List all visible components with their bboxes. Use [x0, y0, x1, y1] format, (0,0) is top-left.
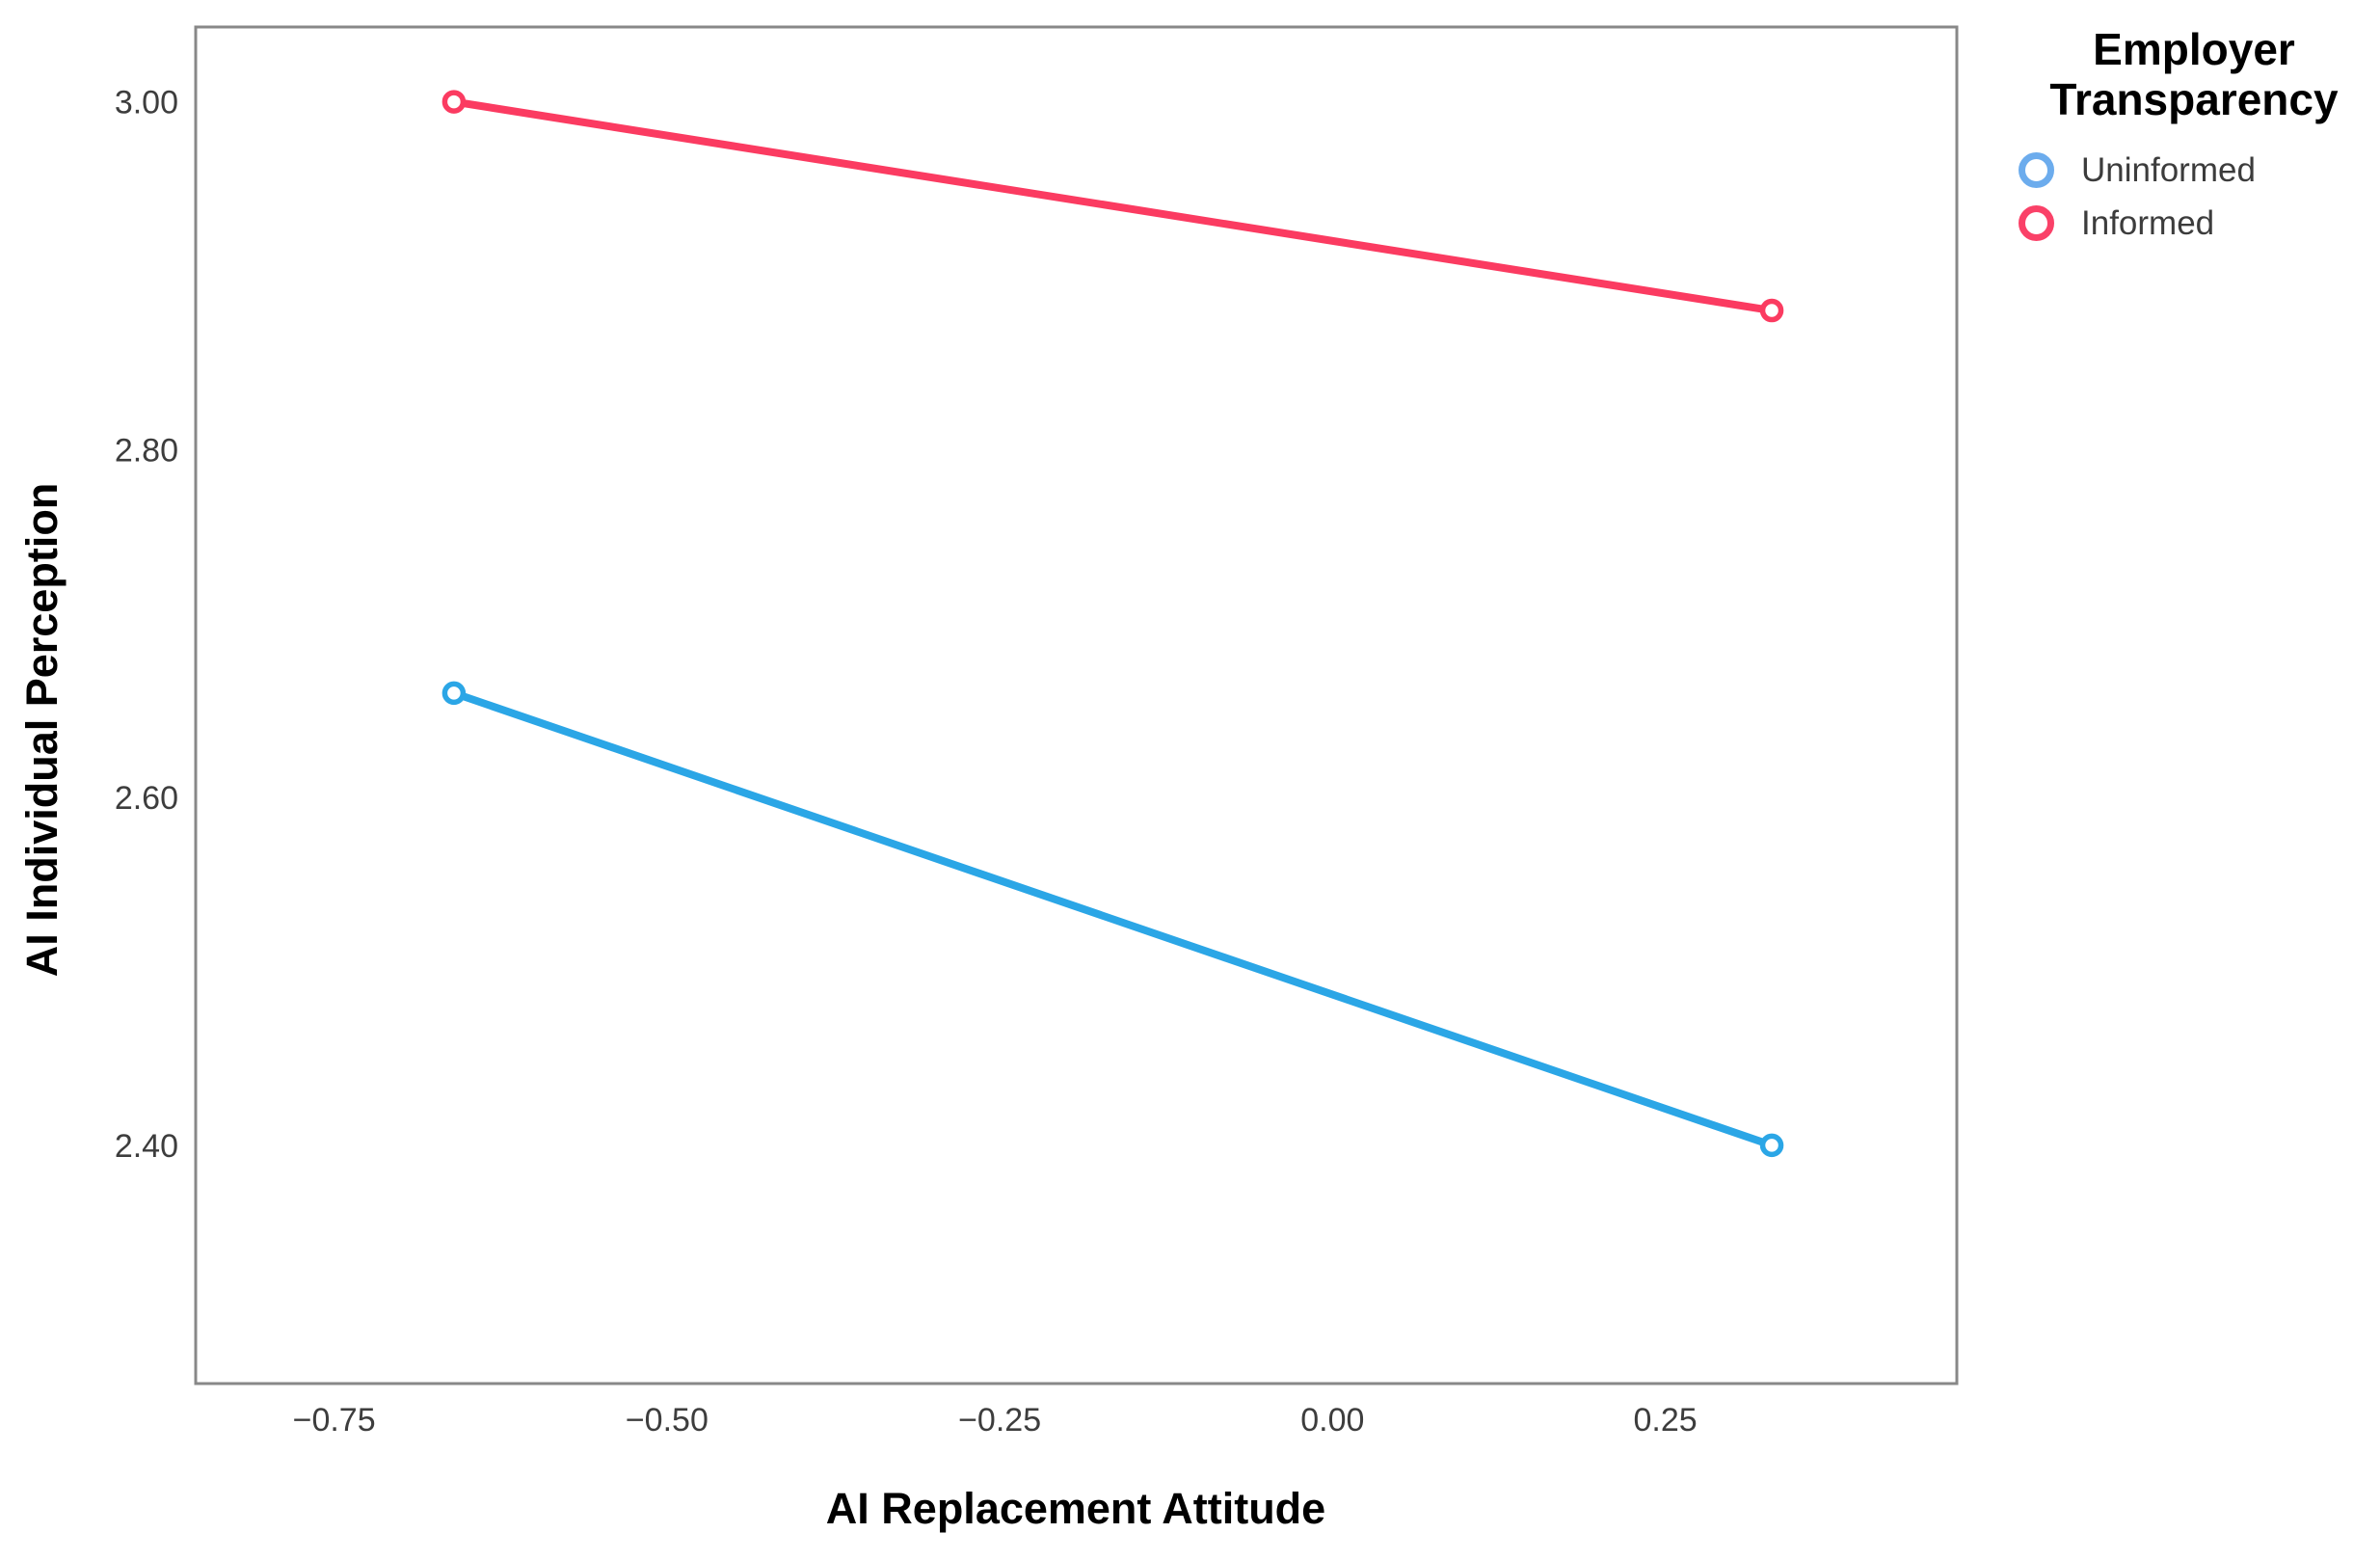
series-line-informed	[449, 97, 1777, 315]
uninformed-circle-icon	[2019, 152, 2054, 189]
plot-frame	[194, 25, 1959, 1385]
legend: Employer Transparency Uninformed Informe…	[2005, 24, 2380, 250]
legend-item-label: Informed	[2081, 203, 2215, 242]
series-line-uninformed	[449, 688, 1777, 1149]
data-point-informed	[441, 90, 467, 114]
legend-item-uninformed: Uninformed	[2019, 144, 2380, 197]
legend-title: Employer Transparency	[2049, 24, 2339, 124]
x-axis-title: AI Replacement Attitude	[825, 1484, 1326, 1533]
x-tick-label: −0.75	[293, 1402, 376, 1439]
y-tick-label: 3.00	[115, 85, 178, 121]
y-axis-title: AI Individual Perception	[17, 482, 67, 978]
x-tick-label: 0.00	[1300, 1402, 1364, 1439]
legend-item-label: Uninformed	[2081, 150, 2256, 189]
y-tick-label: 2.80	[115, 432, 178, 469]
x-tick-label: −0.25	[958, 1402, 1041, 1439]
y-tick-label: 2.40	[115, 1128, 178, 1165]
y-tick-label: 2.60	[115, 780, 178, 817]
legend-items: Uninformed Informed	[2005, 144, 2380, 250]
informed-circle-icon	[2019, 205, 2054, 242]
x-tick-label: 0.25	[1633, 1402, 1697, 1439]
data-point-informed	[1759, 298, 1784, 323]
data-point-uninformed	[1759, 1133, 1784, 1158]
legend-item-informed: Informed	[2019, 197, 2380, 250]
data-point-uninformed	[441, 681, 467, 706]
x-tick-label: −0.50	[626, 1402, 709, 1439]
